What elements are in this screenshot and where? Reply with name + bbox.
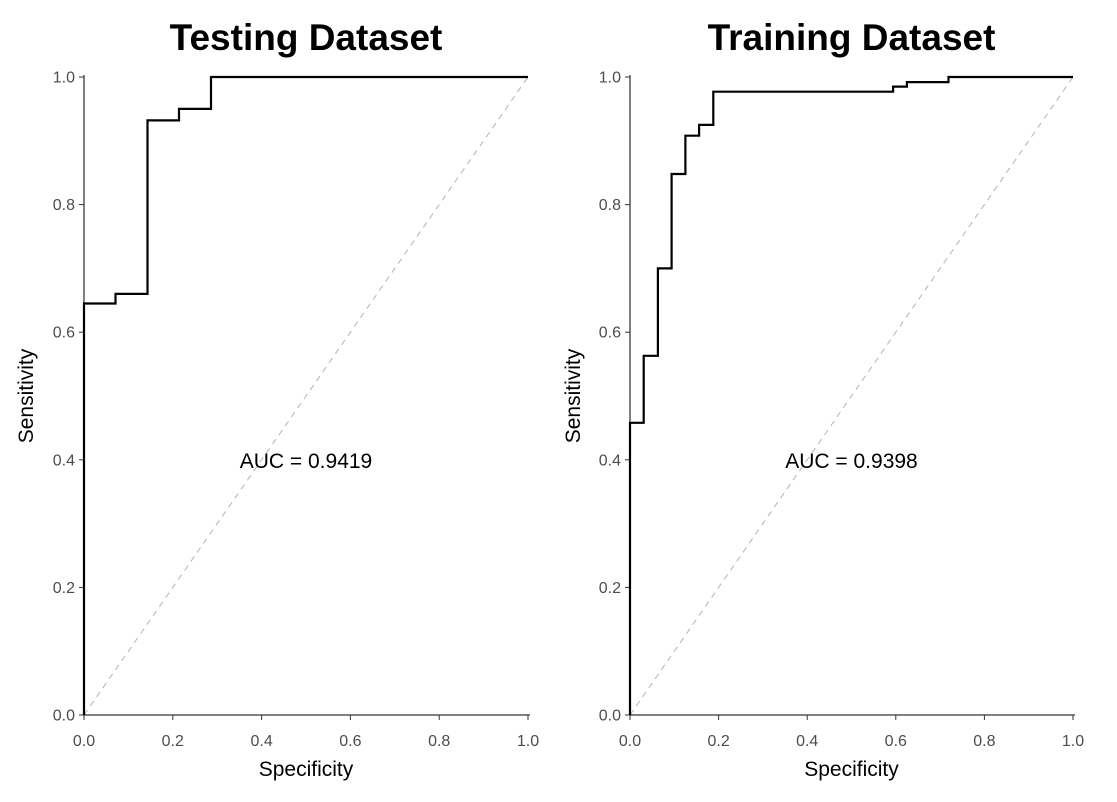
x-tick-label: 0.0 [619,733,641,750]
reference-diagonal-line [629,76,1074,716]
roc-curve-line [82,75,528,715]
chart-panel-1: Testing Dataset 0.0 0.2 0.4 0.6 0.8 1.0 0.0 0.2 0… [15,17,539,781]
y-tick-label: 0.8 [599,197,621,214]
y-tick-label: 0.0 [53,708,75,725]
x-tick-label: 0.2 [162,733,184,750]
auc-annotation: AUC = 0.9419 [240,450,373,473]
x-tick-label: 0.8 [973,733,995,750]
x-tick-label: 1.0 [517,733,539,750]
chart-panel-2: Training Dataset 0.0 0.2 0.4 0.6 0.8 1.0 0.0 0.2… [562,17,1084,781]
x-tick-label: 0.8 [428,733,450,750]
y-tick-label: 0.4 [599,452,621,469]
y-tick-label: 0.4 [53,452,75,469]
y-tick-label: 0.8 [53,197,75,214]
x-tick-label: 0.0 [73,733,95,750]
x-tick-label: 0.6 [885,733,907,750]
auc-annotation: AUC = 0.9398 [785,450,918,473]
y-axis-title: Sensitivity [15,348,38,443]
y-tick-label: 0.6 [599,325,621,342]
x-tick-label: 0.2 [707,733,729,750]
y-tick-label: 0.0 [599,708,621,725]
y-tick-label: 0.2 [599,580,621,597]
x-axis-title: Specificity [804,758,899,781]
y-tick-label: 0.2 [53,580,75,597]
y-tick-label: 1.0 [599,70,621,87]
y-tick-label: 1.0 [53,70,75,87]
x-tick-label: 1.0 [1062,733,1084,750]
x-axis-title: Specificity [259,758,354,781]
x-tick-label: 0.6 [339,733,361,750]
chart-title: Testing Dataset [170,17,443,58]
y-axis-title: Sensitivity [562,348,585,443]
x-tick-label: 0.4 [796,733,818,750]
reference-diagonal-line [83,76,529,716]
chart-title: Training Dataset [708,17,996,58]
x-tick-label: 0.4 [250,733,272,750]
roc-curve-line [628,75,1073,715]
y-tick-label: 0.6 [53,325,75,342]
